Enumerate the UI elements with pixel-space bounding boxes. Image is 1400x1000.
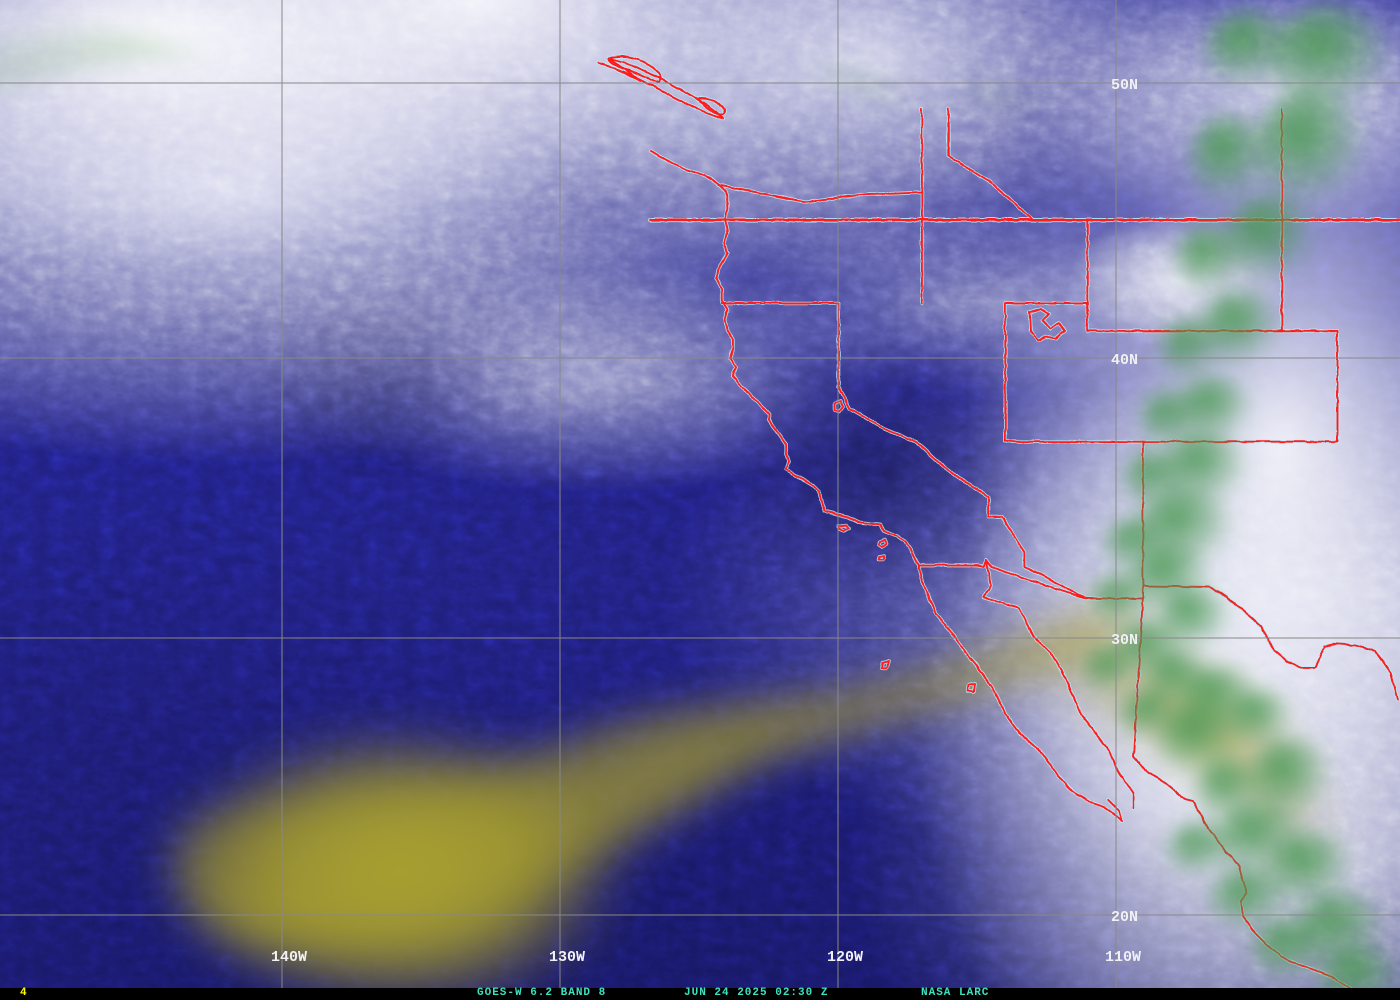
svg-text:40N: 40N (1111, 352, 1138, 369)
svg-text:30N: 30N (1111, 632, 1138, 649)
svg-text:120W: 120W (827, 949, 863, 966)
svg-text:50N: 50N (1111, 77, 1138, 94)
svg-text:110W: 110W (1105, 949, 1141, 966)
svg-text:130W: 130W (549, 949, 585, 966)
svg-text:140W: 140W (271, 949, 307, 966)
svg-text:20N: 20N (1111, 909, 1138, 926)
